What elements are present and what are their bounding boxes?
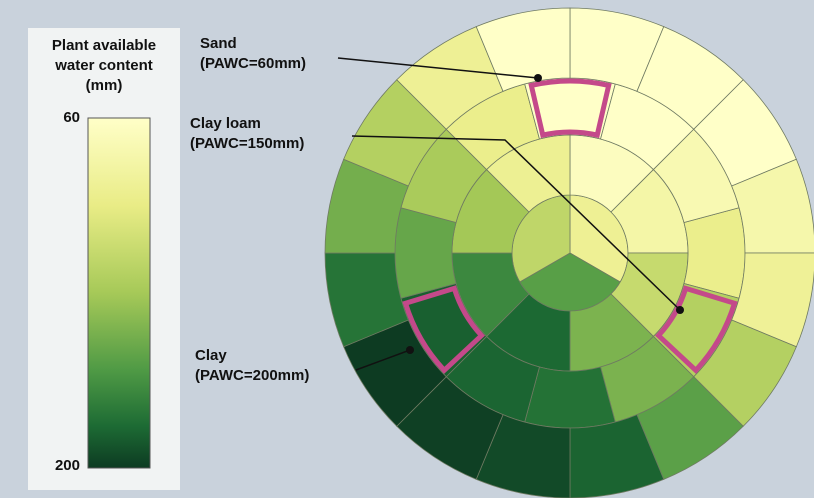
callout-line [355,349,411,371]
callout-dot [406,346,414,354]
colorbar-top-label: 60 [63,109,80,126]
annotation-name: Clay loam [190,115,261,132]
wheel [324,7,814,498]
highlight-outline [654,285,738,374]
legend-title: water content [54,57,153,74]
highlights [402,78,738,374]
legend-title: Plant available [52,37,156,54]
annotation-name: Clay [195,347,227,364]
annotation-detail: (PAWC=200mm) [195,367,309,384]
colorbar [87,117,151,469]
wheel-cell [683,207,746,299]
callout-dot [676,306,684,314]
annotation-name: Sand [200,35,237,52]
wheel-cell [524,366,616,429]
callout-line [351,135,681,311]
callout-dot [534,74,542,82]
wheel-cell [394,207,457,299]
highlight-outline [402,285,486,374]
callout-line [337,57,539,79]
legend-title: (mm) [86,77,123,94]
annotation-detail: (PAWC=60mm) [200,55,306,72]
highlight-outline [528,78,612,139]
wheel-cell [475,7,571,92]
annotation-detail: (PAWC=150mm) [190,135,304,152]
colorbar-bottom-label: 200 [55,457,80,474]
